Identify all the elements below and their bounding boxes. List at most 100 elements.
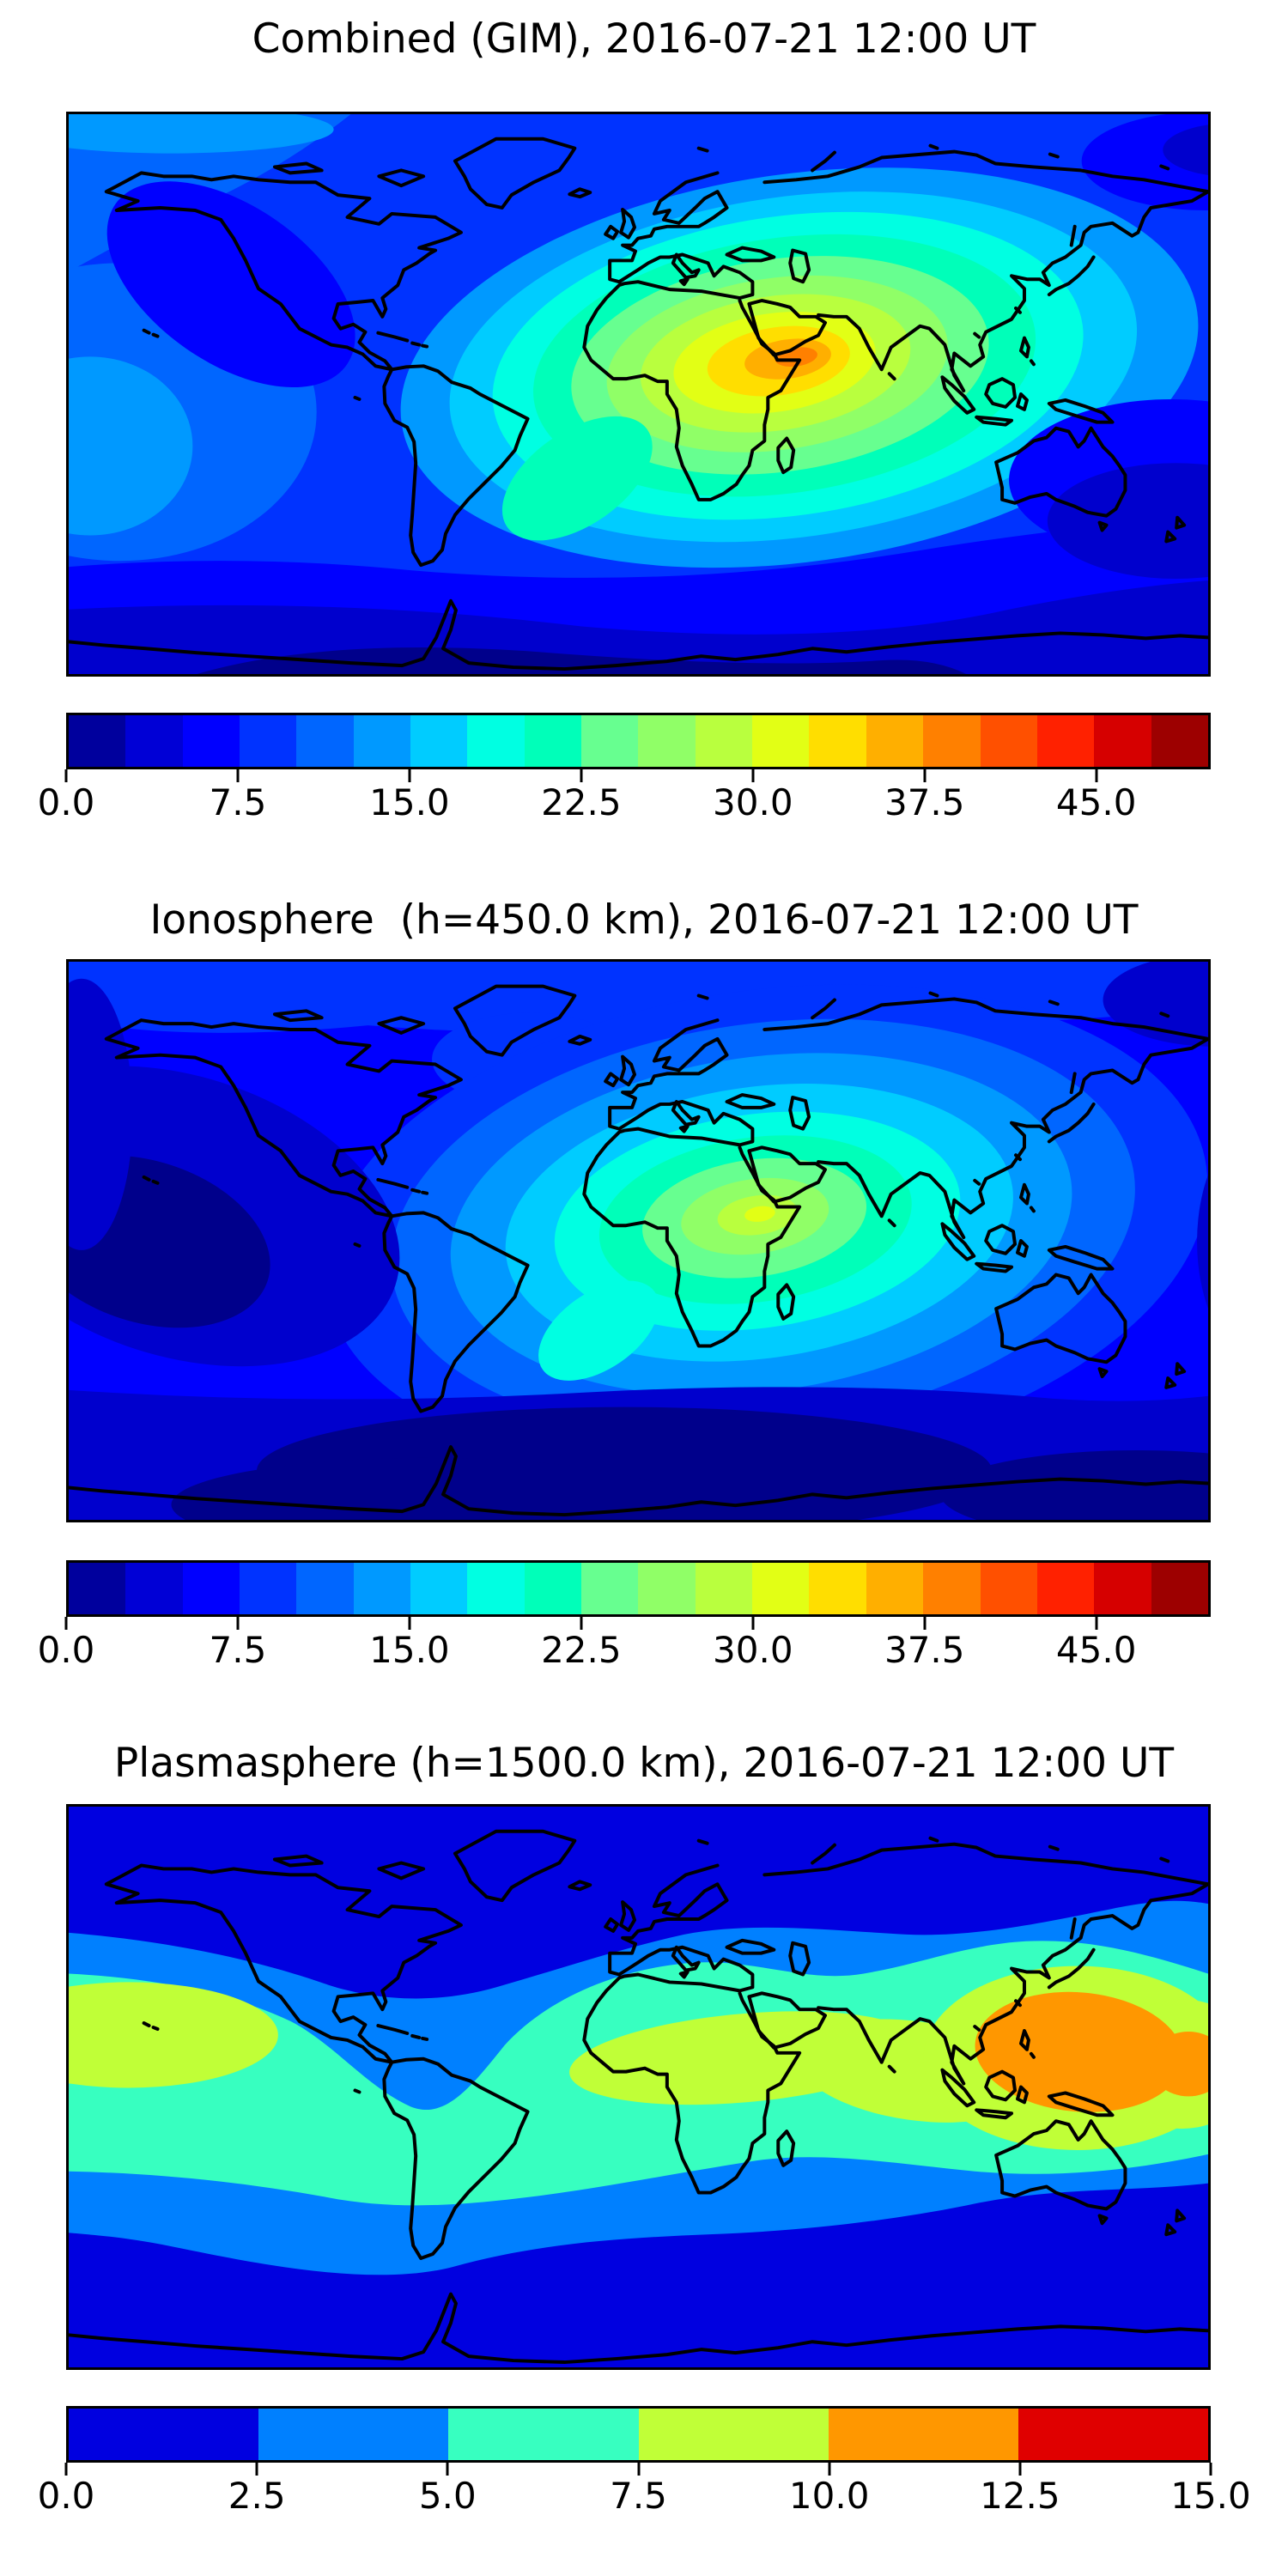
colorbar-segment [1094, 1563, 1151, 1614]
map-ionosphere [66, 959, 1211, 1522]
colorbar-segment [240, 1563, 297, 1614]
map-combined-svg [69, 114, 1208, 674]
tick-label: 30.0 [713, 781, 793, 823]
colorbar-segment [638, 715, 696, 767]
tick-label: 7.5 [209, 1629, 267, 1671]
tick-mark [1095, 1617, 1098, 1630]
colorbar-ionosphere-ticks: 0.0 7.5 15.0 22.5 30.0 37.5 45.0 [38, 1617, 1211, 1686]
colorbar-segment [182, 1563, 240, 1614]
colorbar-segment [296, 715, 354, 767]
colorbar-segment [1018, 2409, 1209, 2460]
colorbar-segment [1151, 1563, 1208, 1614]
tick-label: 12.5 [980, 2475, 1060, 2517]
map-plasmasphere-svg [69, 1807, 1208, 2367]
tick-mark [828, 2463, 831, 2476]
tick-label: 10.0 [788, 2475, 870, 2517]
tick-label: 7.5 [209, 781, 267, 823]
colorbar-segment [524, 715, 582, 767]
panel-title: Combined (GIM), 2016-07-21 12:00 UT [252, 15, 1036, 63]
tick-label: 0.0 [37, 2475, 95, 2517]
colorbar-segment [69, 2409, 259, 2460]
tick-label: 2.5 [228, 2475, 286, 2517]
colorbar-segment [410, 715, 468, 767]
colorbar-segment [1036, 715, 1095, 767]
colorbar-segment [296, 1563, 354, 1614]
tick-mark [923, 1617, 927, 1630]
colorbar-segment [752, 1563, 810, 1614]
colorbar-segment [695, 1563, 753, 1614]
tick-mark [446, 2463, 449, 2476]
map-plasmasphere [66, 1804, 1211, 2370]
tick-mark [408, 1617, 411, 1630]
colorbar-segment [353, 715, 411, 767]
tick-label: 37.5 [884, 1629, 965, 1671]
colorbar-segment [581, 715, 639, 767]
colorbar-segment [410, 1563, 468, 1614]
contour-field [69, 1807, 1208, 2367]
colorbar-segment [240, 715, 297, 767]
tick-label: 0.0 [37, 781, 95, 823]
panel-title: Ionosphere (h=450.0 km), 2016-07-21 12:0… [149, 896, 1139, 944]
tick-mark [751, 1617, 755, 1630]
tick-mark [580, 1617, 583, 1630]
tick-label: 45.0 [1055, 1629, 1137, 1671]
tick-label: 22.5 [541, 781, 622, 823]
tick-label: 7.5 [610, 2475, 667, 2517]
colorbar-segment [923, 715, 981, 767]
colorbar-segment [448, 2409, 639, 2460]
colorbar-segment [125, 715, 183, 767]
colorbar-segment [581, 1563, 639, 1614]
colorbar-segment [923, 1563, 981, 1614]
tick-mark [64, 769, 68, 782]
colorbar-segment [638, 1563, 696, 1614]
colorbar-segment [1151, 715, 1208, 767]
tick-mark [236, 1617, 240, 1630]
colorbar-segment [866, 715, 924, 767]
colorbar-plasmasphere-ticks: 0.0 2.5 5.0 7.5 10.0 12.5 15.0 [38, 2463, 1251, 2531]
tick-mark [1209, 2463, 1212, 2476]
tick-mark [1018, 2463, 1022, 2476]
tick-mark [408, 769, 411, 782]
colorbar-segment [809, 1563, 866, 1614]
colorbar-segment [809, 715, 866, 767]
contour-field [69, 114, 1208, 674]
tick-mark [923, 769, 927, 782]
contour-field [69, 962, 1208, 1520]
tick-label: 15.0 [1170, 2475, 1251, 2517]
tick-mark [64, 1617, 68, 1630]
map-combined [66, 112, 1211, 677]
colorbar-ionosphere [66, 1560, 1211, 1617]
colorbar-segment [1036, 1563, 1095, 1614]
colorbar-segment [467, 715, 525, 767]
tick-mark [255, 2463, 258, 2476]
colorbar-segment [258, 2409, 449, 2460]
panel-title: Plasmasphere (h=1500.0 km), 2016-07-21 1… [113, 1740, 1175, 1787]
colorbar-segment [353, 1563, 411, 1614]
tick-mark [637, 2463, 640, 2476]
tick-label: 15.0 [369, 781, 450, 823]
colorbar-segment [638, 2409, 829, 2460]
tick-label: 5.0 [418, 2475, 477, 2517]
colorbar-combined-ticks: 0.0 7.5 15.0 22.5 30.0 37.5 45.0 [38, 769, 1211, 838]
tick-label: 0.0 [37, 1629, 95, 1671]
tick-mark [751, 769, 755, 782]
tick-label: 37.5 [884, 781, 965, 823]
colorbar-segment [1094, 715, 1151, 767]
colorbar-segment [980, 1563, 1037, 1614]
tick-mark [580, 769, 583, 782]
tick-mark [1095, 769, 1098, 782]
tick-label: 22.5 [541, 1629, 622, 1671]
colorbar-segment [828, 2409, 1018, 2460]
colorbar-segment [695, 715, 753, 767]
colorbar-segment [125, 1563, 183, 1614]
colorbar-segment [69, 715, 126, 767]
tick-mark [64, 2463, 68, 2476]
colorbar-segment [467, 1563, 525, 1614]
map-ionosphere-svg [69, 962, 1208, 1520]
tick-label: 45.0 [1055, 781, 1137, 823]
colorbar-segment [182, 715, 240, 767]
colorbar-segment [866, 1563, 924, 1614]
tick-mark [236, 769, 240, 782]
colorbar-segment [752, 715, 810, 767]
